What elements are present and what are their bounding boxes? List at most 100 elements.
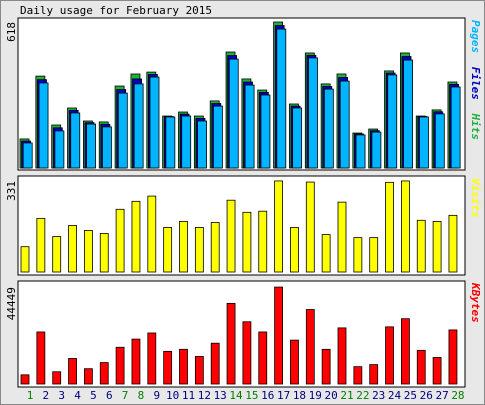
x-tick-label: 28 <box>451 389 464 402</box>
bar <box>52 236 62 273</box>
bar <box>416 219 426 273</box>
legend: KBytes <box>469 282 482 323</box>
x-tick-label: 17 <box>277 389 290 402</box>
bar <box>450 86 461 169</box>
legend-separator <box>469 60 482 67</box>
bar <box>419 116 429 169</box>
x-tick-label: 10 <box>166 389 179 402</box>
bar <box>305 181 315 273</box>
legend-entry: Visits <box>469 178 482 218</box>
bar <box>434 113 445 169</box>
bar <box>115 208 125 273</box>
x-tick-label: 24 <box>388 389 402 402</box>
x-tick-label: 16 <box>261 389 274 402</box>
x-tick-label: 19 <box>309 389 322 402</box>
x-tick-label: 9 <box>153 389 160 402</box>
bar <box>403 59 414 169</box>
bar <box>147 332 157 385</box>
x-tick-label: 1 <box>27 389 34 402</box>
bar <box>165 116 176 169</box>
legend-separator <box>469 107 482 114</box>
bar <box>99 233 109 273</box>
x-tick-label: 8 <box>138 389 145 402</box>
bar <box>117 92 128 169</box>
y-tick-label: 44449 <box>5 287 18 320</box>
x-tick-label: 20 <box>325 389 338 402</box>
bar <box>194 227 204 273</box>
bar <box>355 134 366 169</box>
bar <box>84 230 93 273</box>
bar <box>290 339 299 385</box>
x-tick-label: 3 <box>58 389 65 402</box>
x-tick-label: 13 <box>214 389 227 402</box>
bar <box>242 211 252 273</box>
x-tick-label: 14 <box>229 389 243 402</box>
bar <box>260 94 271 169</box>
bar <box>131 200 141 273</box>
bar <box>448 214 458 273</box>
bar <box>276 28 287 169</box>
bar <box>321 348 331 385</box>
bar <box>290 227 299 273</box>
bar <box>133 83 144 169</box>
y-tick-label: 618 <box>5 22 18 42</box>
bar <box>274 286 284 385</box>
bar <box>387 74 398 169</box>
bar <box>20 374 30 385</box>
bar <box>115 346 125 385</box>
bar <box>385 326 394 385</box>
bar <box>385 181 394 273</box>
bar <box>181 115 192 169</box>
bar <box>147 195 157 273</box>
bar <box>36 217 46 273</box>
bar <box>242 321 252 385</box>
x-tick-label: 2 <box>43 389 50 402</box>
bar <box>131 338 141 385</box>
y-tick-label: 331 <box>5 181 18 201</box>
chart-title: Daily usage for February 2015 <box>20 4 212 17</box>
bar <box>179 220 188 273</box>
legend-entry: KBytes <box>469 282 482 323</box>
bar <box>228 58 239 169</box>
bar <box>369 364 379 385</box>
bar <box>163 350 173 385</box>
bar <box>210 222 220 273</box>
x-tick-label: 5 <box>90 389 97 402</box>
bar <box>68 225 77 273</box>
bar <box>22 142 33 169</box>
bar <box>244 84 255 169</box>
bar <box>210 342 220 385</box>
bar <box>179 348 188 385</box>
bar <box>369 237 379 273</box>
bar <box>274 180 284 273</box>
x-tick-label: 26 <box>420 389 433 402</box>
bar <box>20 246 30 273</box>
bar <box>68 358 77 385</box>
bar <box>84 368 93 385</box>
bar <box>38 82 49 169</box>
x-tick-label: 15 <box>245 389 258 402</box>
x-tick-label: 7 <box>122 389 129 402</box>
legend-entry: Hits <box>469 113 482 141</box>
bar <box>321 234 331 273</box>
x-tick-label: 12 <box>198 389 211 402</box>
bar <box>448 329 458 385</box>
x-tick-label: 23 <box>372 389 385 402</box>
x-tick-label: 11 <box>182 389 195 402</box>
bar <box>337 327 347 385</box>
bar <box>36 331 46 385</box>
bar <box>353 237 363 273</box>
x-tick-label: 27 <box>435 389 448 402</box>
x-tick-label: 18 <box>293 389 306 402</box>
bar <box>86 123 96 169</box>
bar <box>400 180 410 273</box>
bar <box>292 107 303 169</box>
bar <box>194 356 204 385</box>
bar <box>226 199 236 273</box>
bar <box>258 331 268 385</box>
x-tick-label: 4 <box>74 389 81 402</box>
bar <box>305 309 315 385</box>
bar <box>323 88 334 169</box>
bar <box>353 366 363 385</box>
bar <box>308 57 318 169</box>
